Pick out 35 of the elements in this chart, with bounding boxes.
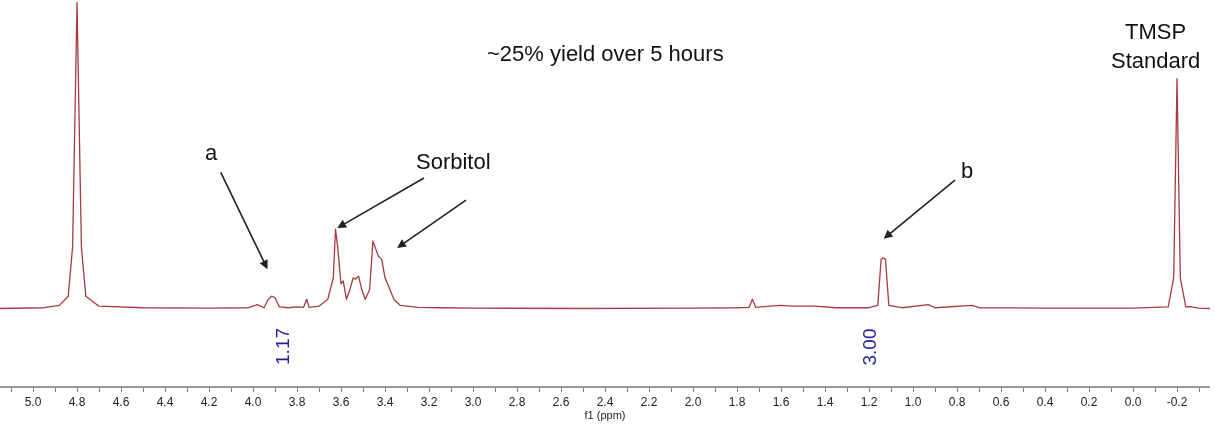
x-tick-label: 3.6 [332, 395, 350, 410]
x-tick-label: 0.8 [948, 395, 966, 410]
annotation: ~25% yield over 5 hours [487, 41, 724, 66]
x-tick-label: 1.0 [904, 395, 922, 410]
x-tick-label: 2.4 [596, 395, 614, 410]
x-tick-label: -0.2 [1166, 395, 1188, 410]
annotation: 1.17 [272, 327, 294, 365]
annotation: Sorbitol [416, 149, 491, 174]
x-tick-label: 3.2 [420, 395, 438, 410]
x-tick-label: 4.8 [68, 395, 86, 410]
x-tick-label: 1.8 [728, 395, 746, 410]
x-tick-label: 2.0 [684, 395, 702, 410]
x-tick-label: 3.8 [288, 395, 306, 410]
x-tick-label: 0.4 [1036, 395, 1054, 410]
x-tick-label: 4.4 [156, 395, 174, 410]
x-tick-label: 3.0 [464, 395, 482, 410]
x-tick-label: 1.2 [860, 395, 878, 410]
x-tick-label: 0.6 [992, 395, 1010, 410]
annotation: b [961, 158, 974, 183]
annotation: 3.00 [858, 328, 880, 366]
x-tick-label: 1.6 [772, 395, 790, 410]
x-tick-label: 0.2 [1080, 395, 1098, 410]
x-axis-title: f1 (ppm) [584, 409, 626, 422]
x-tick-label: 2.8 [508, 395, 526, 410]
x-tick-label: 5.0 [24, 395, 42, 410]
annotation: a [205, 140, 218, 165]
x-tick-label: 4.6 [112, 395, 130, 410]
x-tick-label: 3.4 [376, 395, 394, 410]
x-tick-label: 1.4 [816, 395, 834, 410]
x-tick-label: 4.2 [200, 395, 218, 410]
x-tick-label: 2.6 [552, 395, 570, 410]
annotation: TMSP Standard [1111, 19, 1201, 73]
x-tick-label: 0.0 [1124, 395, 1142, 410]
x-tick-label: 2.2 [640, 395, 658, 410]
x-tick-label: 4.0 [244, 395, 262, 410]
